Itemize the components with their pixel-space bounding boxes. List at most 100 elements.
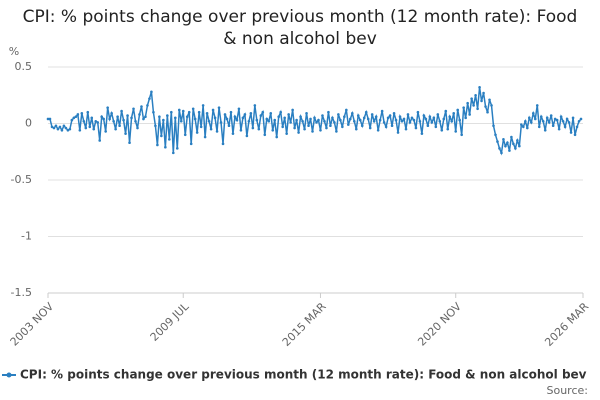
point (209, 127, 213, 131)
point (557, 127, 561, 131)
point (185, 115, 189, 119)
point (291, 108, 294, 112)
point (547, 121, 551, 124)
point (577, 119, 581, 123)
point (350, 112, 354, 115)
point (436, 113, 440, 116)
point (567, 121, 571, 124)
point (223, 113, 227, 116)
point (171, 151, 175, 155)
point (74, 115, 78, 119)
point (62, 124, 66, 128)
point (388, 114, 392, 117)
point (229, 110, 233, 114)
source: Source: (547, 384, 589, 397)
point (259, 114, 263, 117)
point (179, 119, 183, 123)
y-tick-label: -1.5 (11, 286, 32, 299)
point (498, 147, 501, 150)
point (249, 112, 253, 115)
point (128, 141, 131, 145)
point (370, 113, 374, 116)
point (187, 110, 191, 114)
point (486, 110, 489, 114)
point (526, 126, 529, 130)
point (325, 126, 328, 130)
point (80, 112, 84, 115)
point (468, 113, 471, 116)
point (255, 118, 259, 122)
point (271, 128, 275, 132)
point (289, 121, 292, 124)
point (528, 116, 531, 120)
point (414, 126, 418, 130)
x-tick-label: 2020 NOV (415, 300, 464, 349)
point (126, 114, 129, 117)
point (98, 139, 102, 142)
point (175, 147, 179, 150)
point (442, 117, 446, 121)
point (173, 116, 177, 120)
y-tick-label: -0.5 (11, 173, 32, 186)
point (279, 110, 282, 114)
point (275, 135, 279, 139)
point (191, 107, 195, 111)
point (106, 106, 109, 109)
point (181, 109, 185, 113)
point (50, 125, 54, 129)
point (356, 114, 360, 117)
y-tick-label: -1 (21, 230, 32, 243)
point (539, 115, 543, 119)
x-tick-label: 2026 MAR (542, 300, 591, 349)
point (478, 86, 481, 89)
point (189, 142, 193, 146)
point (492, 124, 495, 128)
point (112, 119, 115, 123)
point (440, 128, 444, 132)
point (150, 90, 153, 94)
point (235, 118, 239, 122)
point (376, 128, 380, 132)
point (96, 121, 100, 124)
point (364, 110, 368, 114)
point (144, 115, 147, 119)
point (335, 130, 338, 133)
point (243, 113, 247, 116)
point (177, 108, 181, 112)
point (569, 131, 573, 134)
point (446, 127, 450, 131)
point (333, 121, 336, 124)
point (295, 118, 298, 122)
point (267, 119, 271, 123)
point (504, 144, 507, 148)
point (307, 124, 310, 128)
point (382, 121, 386, 124)
point (452, 112, 456, 115)
series-line (48, 87, 582, 156)
point (494, 133, 497, 137)
point (195, 131, 199, 134)
point (565, 117, 569, 121)
legend-marker (6, 372, 12, 378)
point (90, 116, 94, 120)
point (524, 119, 527, 123)
point (154, 124, 157, 128)
point (108, 117, 111, 121)
point (341, 125, 344, 129)
point (114, 127, 117, 131)
point (166, 114, 169, 117)
point (366, 117, 370, 121)
point (563, 125, 567, 129)
point (378, 118, 382, 122)
point (193, 117, 197, 121)
point (460, 133, 463, 137)
point (152, 110, 155, 114)
point (386, 116, 390, 120)
point (392, 112, 396, 115)
point (46, 117, 50, 121)
point (349, 117, 352, 121)
point (92, 127, 96, 131)
point (64, 126, 68, 130)
point (285, 132, 288, 135)
